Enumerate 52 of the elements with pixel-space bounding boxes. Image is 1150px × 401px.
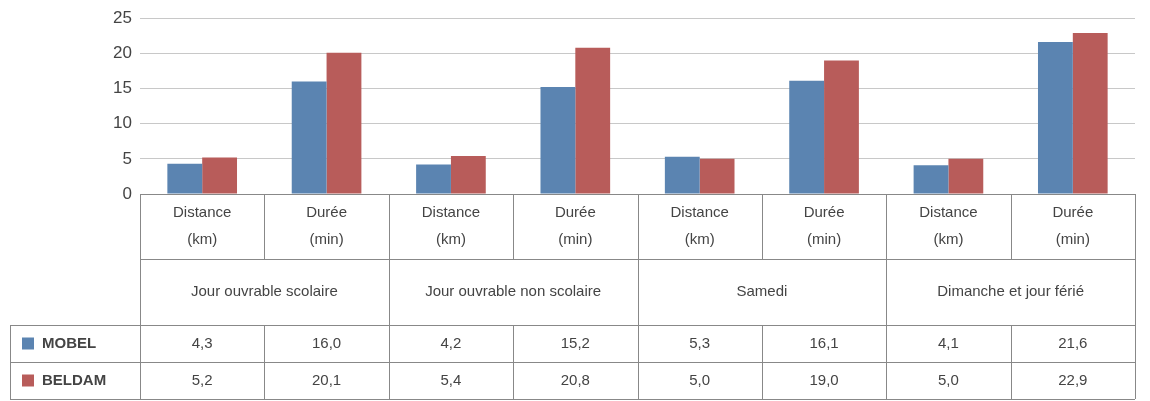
bar bbox=[664, 156, 700, 194]
x-tick-label: Durée (min) bbox=[306, 203, 347, 247]
x-tick-label: Distance (km) bbox=[670, 203, 729, 247]
text: Jour ouvrable scolaire bbox=[191, 282, 338, 300]
data-label: 4,2 bbox=[440, 333, 462, 351]
data-label: 5,3 bbox=[689, 333, 711, 351]
text: Dimanche et jour férié bbox=[937, 282, 1084, 300]
bar bbox=[540, 87, 576, 194]
data-label: 20,8 bbox=[560, 370, 590, 388]
bar bbox=[450, 156, 486, 194]
bar bbox=[1072, 32, 1108, 194]
data-label: 21,6 bbox=[1058, 333, 1088, 351]
data-label: 16,0 bbox=[311, 333, 342, 351]
y-tick-label: 5 bbox=[122, 148, 132, 168]
bar bbox=[575, 47, 611, 194]
bar bbox=[699, 158, 735, 194]
x-tick-label: Distance (km) bbox=[919, 203, 978, 247]
legend-label: BELDAM bbox=[42, 370, 107, 388]
x-tick-label: Distance (km) bbox=[173, 203, 232, 247]
data-label: 5,4 bbox=[440, 370, 462, 388]
bar bbox=[202, 157, 238, 194]
x-tick-label: Distance (km) bbox=[421, 203, 481, 247]
y-tick-label: 10 bbox=[113, 113, 132, 133]
data-label: 4,3 bbox=[191, 333, 213, 351]
data-label: 19,0 bbox=[809, 370, 839, 388]
y-tick-label: 20 bbox=[113, 43, 132, 63]
bar bbox=[1037, 42, 1073, 194]
bar bbox=[824, 60, 859, 194]
bar bbox=[326, 52, 362, 194]
bar bbox=[167, 163, 203, 194]
x-tick-label: Durée (min) bbox=[554, 203, 596, 247]
data-label: 5,0 bbox=[938, 370, 959, 388]
data-label: 20,1 bbox=[311, 370, 342, 388]
bar bbox=[416, 164, 451, 194]
data-label: 16,1 bbox=[809, 333, 839, 351]
data-label: 5,0 bbox=[689, 370, 711, 388]
data-label: 22,9 bbox=[1058, 370, 1088, 388]
text: Jour ouvrable non scolaire bbox=[425, 282, 602, 300]
bar bbox=[948, 158, 984, 194]
x-tick-label: Durée (min) bbox=[803, 203, 845, 247]
legend-label: MOBEL bbox=[42, 333, 97, 351]
data-label: 15,2 bbox=[560, 333, 590, 351]
y-tick-label: 0 bbox=[122, 183, 132, 203]
bar bbox=[789, 80, 825, 194]
data-label: 5,2 bbox=[191, 370, 213, 388]
x-tick-label: Durée (min) bbox=[1052, 203, 1094, 247]
text: Samedi bbox=[736, 282, 788, 300]
y-tick-label: 15 bbox=[113, 78, 132, 98]
bar bbox=[291, 81, 327, 194]
bar bbox=[913, 165, 949, 194]
y-tick-label: 25 bbox=[113, 7, 132, 27]
data-label: 4,1 bbox=[938, 333, 959, 351]
